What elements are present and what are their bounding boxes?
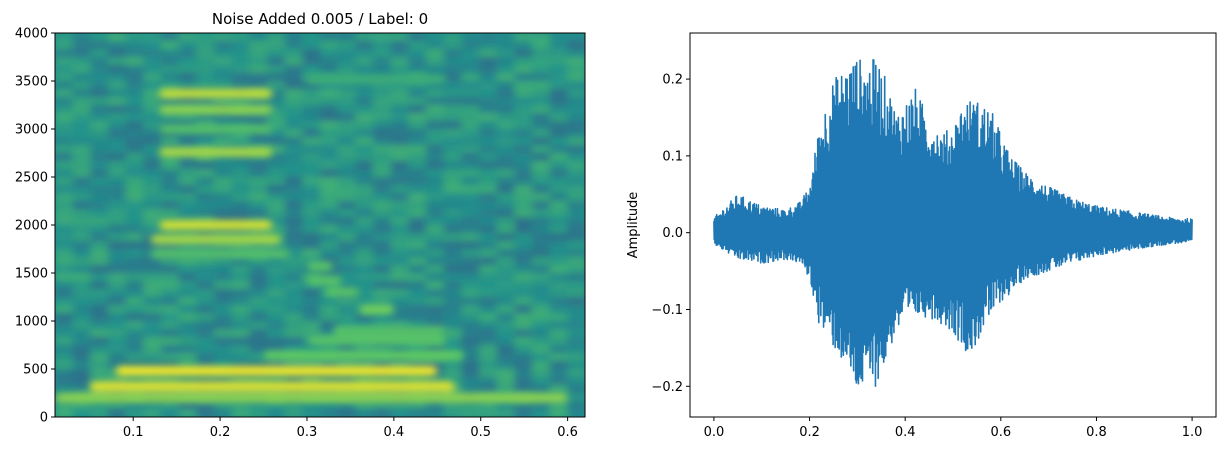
y-tick-label: 1500 <box>15 267 48 282</box>
spectrogram-band <box>333 325 446 336</box>
y-tick-label: 1000 <box>15 315 48 330</box>
spectrogram-band <box>89 381 455 392</box>
spectrogram-band <box>159 88 273 99</box>
x-tick-label: 0.3 <box>297 425 318 440</box>
x-tick-label: 0.5 <box>470 425 491 440</box>
x-tick-label: 0.2 <box>210 425 231 440</box>
waveform-line <box>713 58 1193 387</box>
y-tick-label: 0.1 <box>662 149 683 164</box>
spectrogram-band <box>159 124 273 134</box>
spectrogram-band <box>55 392 568 403</box>
spectrogram-band <box>306 74 446 85</box>
y-tick-label: −0.1 <box>651 303 683 318</box>
x-tick-label: 0.6 <box>990 425 1011 440</box>
spectrogram-title: Noise Added 0.005 / Label: 0 <box>212 10 428 28</box>
spectrogram-band <box>359 304 394 315</box>
y-tick-label: 2000 <box>15 219 48 234</box>
spectrogram-band <box>150 234 281 245</box>
spectrogram-band <box>306 275 342 286</box>
y-tick-label: 4000 <box>15 27 48 42</box>
spectrogram-band <box>306 261 334 272</box>
spectrogram-band <box>159 147 273 158</box>
y-tick-label: −0.2 <box>651 380 683 395</box>
spectrogram-band <box>263 350 464 361</box>
x-tick-label: 0.2 <box>799 425 820 440</box>
x-tick-label: 0.6 <box>557 425 578 440</box>
y-tick-label: 0.0 <box>662 226 683 241</box>
x-tick-label: 0.1 <box>123 425 144 440</box>
y-tick-label: 3000 <box>15 123 48 138</box>
spectrogram-band <box>150 248 290 259</box>
y-tick-label: 500 <box>23 363 48 378</box>
spectrogram-y-axis: 0 500 1000 1500 2000 2500 3000 3500 4000 <box>15 27 55 426</box>
spectrogram-panel: Noise Added 0.005 / Label: 0 0.1 0.2 0.3 0.… <box>15 10 586 440</box>
spectrogram-band <box>159 220 273 230</box>
spectrogram-bands <box>55 74 568 403</box>
waveform-frame <box>689 32 1217 418</box>
waveform-y-axis: −0.2 −0.1 0.0 0.1 0.2 <box>651 73 690 395</box>
waveform-plot-area <box>713 58 1193 387</box>
y-tick-label: 0 <box>40 411 48 426</box>
x-tick-label: 1.0 <box>1182 425 1203 440</box>
spectrogram-band <box>159 104 273 115</box>
spectrogram-band <box>115 365 438 376</box>
waveform-x-axis: 0.0 0.2 0.4 0.6 0.8 1.0 <box>704 417 1203 440</box>
waveform-y-axis-label: Amplitude <box>626 192 641 259</box>
x-tick-label: 0.8 <box>1086 425 1107 440</box>
spectrogram-x-axis: 0.1 0.2 0.3 0.4 0.5 0.6 <box>123 417 578 440</box>
y-tick-label: 3500 <box>15 75 48 90</box>
x-tick-label: 0.4 <box>384 425 405 440</box>
y-tick-label: 2500 <box>15 171 48 186</box>
spectrogram-band <box>324 287 360 298</box>
spectrogram-band <box>306 335 446 346</box>
y-tick-label: 0.2 <box>662 73 683 88</box>
x-tick-label: 0.0 <box>704 425 725 440</box>
x-tick-label: 0.4 <box>895 425 916 440</box>
spectrogram-plot-area <box>55 33 585 417</box>
waveform-panel: 0.0 0.2 0.4 0.6 0.8 1.0 −0.2 −0.1 0.0 0.1 0.2 Amp… <box>626 32 1217 440</box>
